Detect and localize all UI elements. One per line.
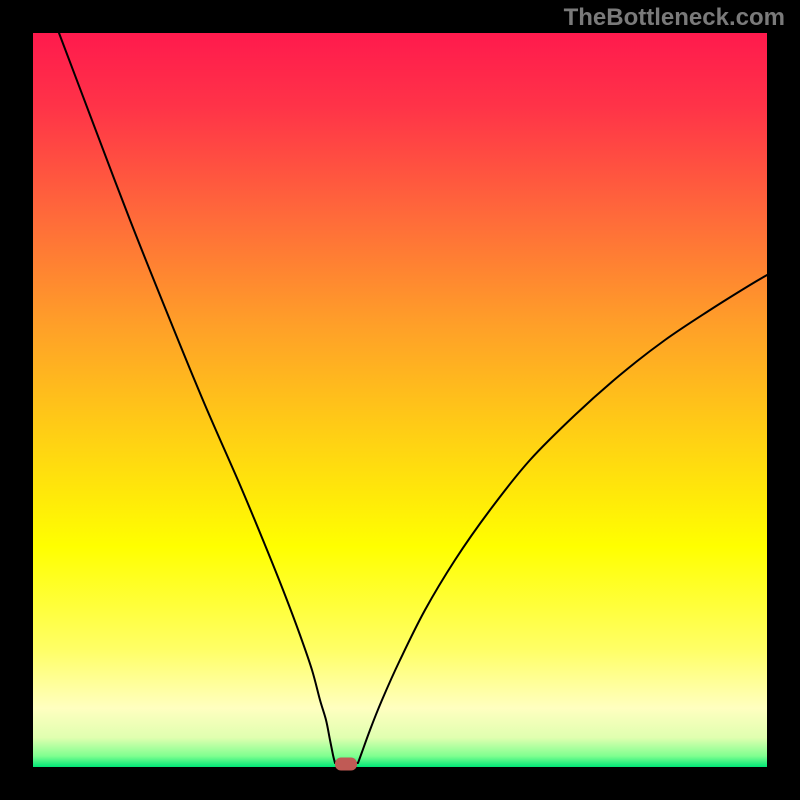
minimum-marker (335, 758, 357, 771)
plot-gradient-background (33, 33, 767, 767)
chart-container: TheBottleneck.com (0, 0, 800, 800)
bottleneck-chart (0, 0, 800, 800)
watermark-text: TheBottleneck.com (564, 4, 785, 32)
